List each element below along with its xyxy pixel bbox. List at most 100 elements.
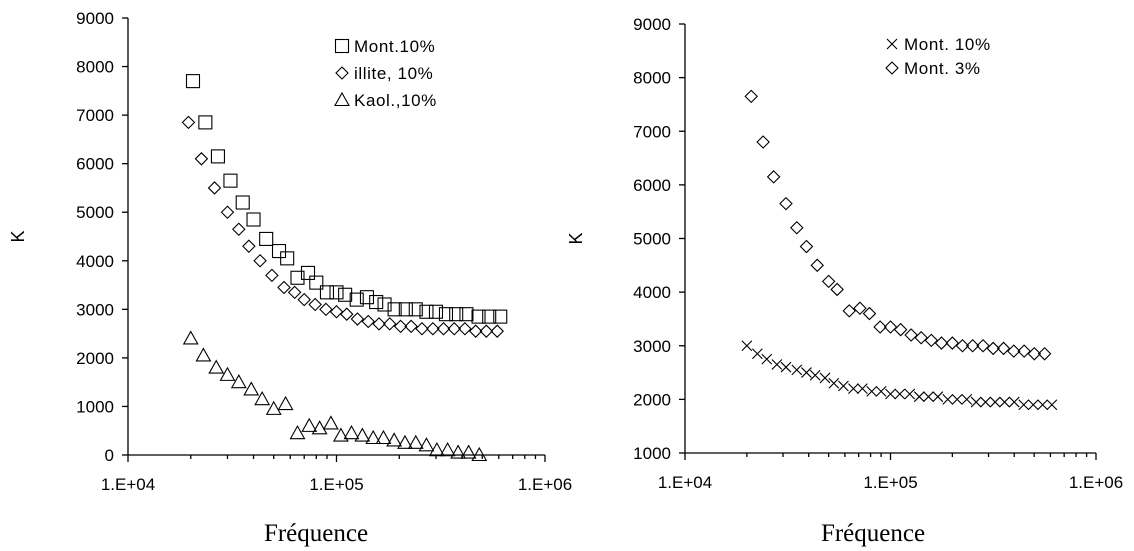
data-point [819, 372, 831, 384]
data-point [219, 366, 236, 381]
data-point [198, 115, 213, 130]
data-point [300, 265, 316, 280]
data-point [482, 309, 497, 324]
y-tick-label: 8000 [76, 58, 114, 77]
y-axis-label: K [8, 230, 28, 242]
y-tick-label: 6000 [633, 176, 671, 195]
data-point [332, 427, 349, 442]
data-point [883, 320, 898, 334]
data-point [207, 181, 222, 195]
data-point [914, 330, 928, 345]
data-point [290, 270, 305, 285]
data-point [253, 253, 267, 268]
data-point [361, 314, 376, 329]
data-point [259, 231, 274, 246]
data-point [404, 319, 418, 334]
data-point [359, 290, 375, 305]
data-point [1037, 347, 1052, 361]
y-tick-label: 7000 [633, 122, 671, 141]
data-point [365, 429, 382, 445]
data-point [242, 239, 256, 253]
data-point [393, 319, 408, 334]
y-tick-label: 9000 [633, 15, 671, 34]
series-2 [181, 115, 505, 338]
data-point [280, 251, 295, 266]
y-tick-label: 2000 [633, 390, 671, 409]
data-point [447, 321, 462, 336]
data-point [862, 306, 877, 321]
data-point [857, 383, 868, 395]
chart-panel-2: 1000 2000 3000 4000 5000 6000 7000 8000 9000 1.E+… [566, 15, 1123, 547]
data-point [490, 324, 505, 338]
data-point [382, 317, 397, 331]
data-point [309, 275, 324, 290]
series-1 [741, 340, 1058, 411]
data-point [801, 367, 812, 378]
data-point [182, 330, 199, 345]
legend-label: illite, 10% [354, 64, 433, 83]
data-point [301, 417, 318, 432]
data-point [287, 285, 302, 300]
data-point [923, 391, 934, 403]
data-point [934, 336, 949, 350]
data-point [194, 152, 209, 166]
data-point [471, 309, 486, 324]
y-tick-label: 2000 [76, 349, 114, 368]
data-point [830, 282, 844, 297]
y-tick-label: 0 [105, 446, 114, 465]
data-point [955, 338, 970, 353]
y-tick-label: 4000 [76, 252, 114, 271]
legend: Mont.10% illite, 10% Kaol.,10% [334, 37, 436, 110]
data-point [329, 285, 344, 300]
data-point [986, 341, 1000, 356]
data-point [1008, 396, 1020, 408]
data-point [230, 374, 247, 389]
data-point [235, 195, 250, 210]
data-point [965, 338, 980, 353]
data-point [436, 321, 451, 336]
legend-marker [885, 61, 899, 75]
legend-label: Mont.10% [354, 37, 435, 56]
x-tick-label: 1.E+05 [309, 475, 363, 494]
data-point [904, 388, 916, 400]
data-point [220, 205, 235, 220]
data-point [349, 292, 364, 307]
y-tick-label: 7000 [76, 106, 114, 125]
data-point [428, 304, 444, 319]
data-point [195, 347, 212, 362]
data-point [246, 212, 261, 227]
data-point [181, 115, 196, 130]
data-point [428, 442, 445, 457]
y-tick-label: 1000 [633, 444, 671, 463]
data-point [866, 385, 878, 397]
data-point [372, 317, 386, 331]
data-point [319, 302, 333, 317]
data-point [942, 393, 954, 405]
y-tick-label: 4000 [633, 283, 671, 302]
data-point [265, 400, 282, 415]
data-point [970, 396, 982, 408]
data-point [751, 348, 763, 360]
data-point [398, 302, 413, 317]
data-point [418, 437, 435, 452]
data-point [289, 425, 306, 440]
data-point [961, 393, 973, 405]
data-point [311, 420, 328, 435]
data-point [996, 341, 1011, 356]
data-point [343, 425, 360, 440]
data-point [853, 301, 867, 315]
y-tick-label: 3000 [633, 337, 671, 356]
data-point [842, 304, 857, 318]
series-2 [744, 89, 1052, 361]
data-point [277, 395, 294, 411]
legend-label: Mont. 10% [904, 35, 991, 54]
data-point [223, 173, 238, 188]
data-point [1037, 399, 1049, 411]
data-point [810, 258, 825, 273]
data-point [210, 149, 225, 164]
data-point [989, 396, 1001, 408]
data-point [838, 380, 849, 392]
data-point [893, 322, 908, 337]
y-tick-label: 6000 [76, 155, 114, 174]
